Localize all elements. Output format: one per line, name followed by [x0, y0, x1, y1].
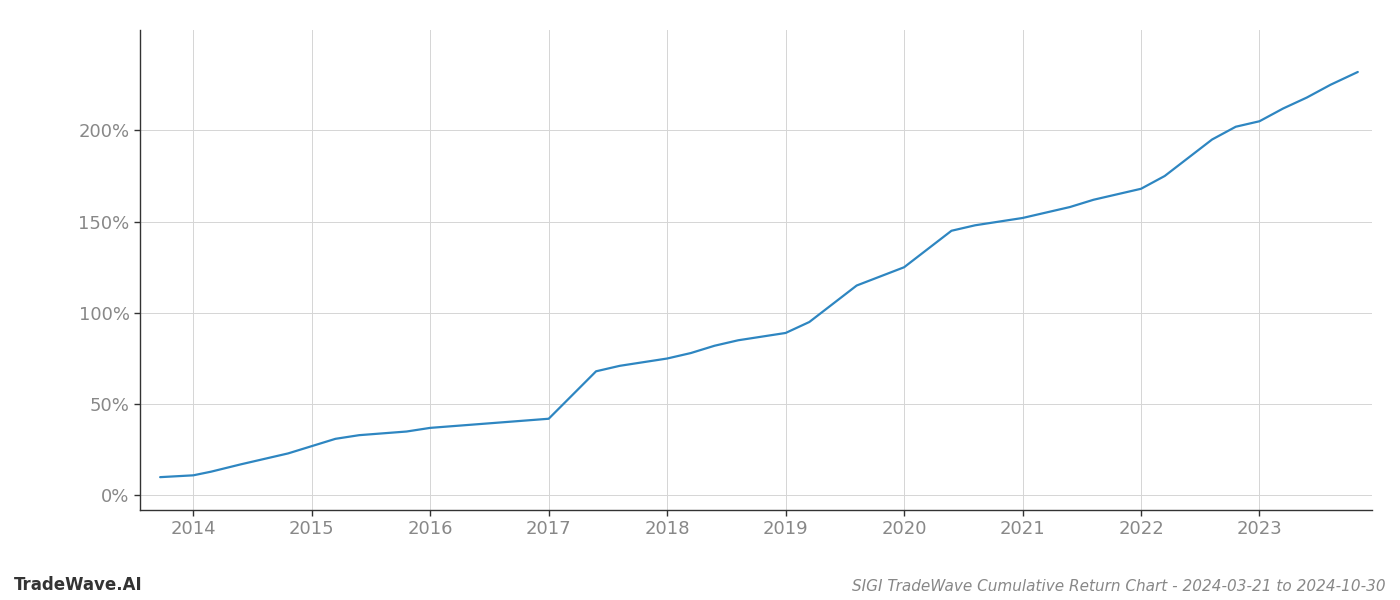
Text: TradeWave.AI: TradeWave.AI — [14, 576, 143, 594]
Text: SIGI TradeWave Cumulative Return Chart - 2024-03-21 to 2024-10-30: SIGI TradeWave Cumulative Return Chart -… — [853, 579, 1386, 594]
